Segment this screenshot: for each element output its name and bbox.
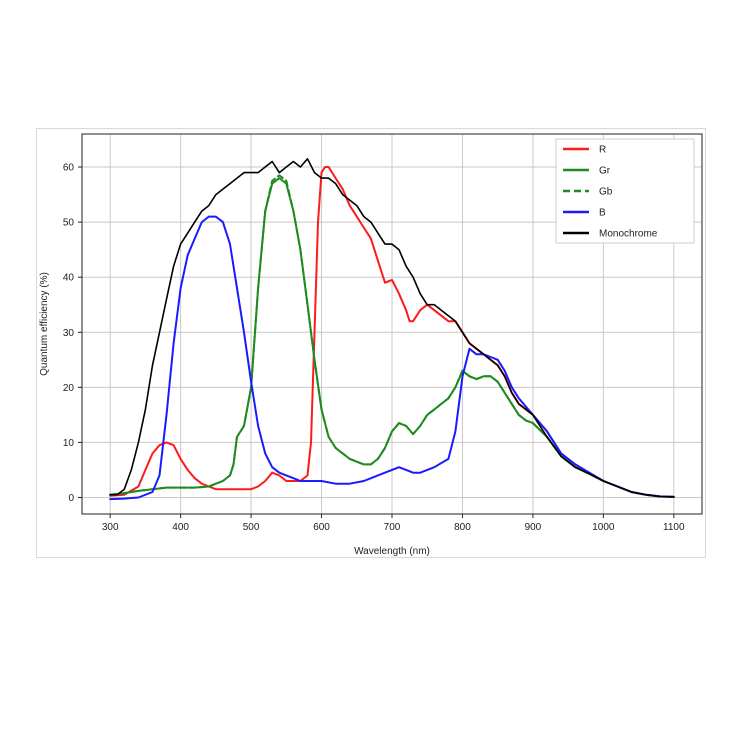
- y-tick-label: 0: [68, 493, 74, 504]
- x-tick-label: 500: [243, 522, 260, 533]
- series-lines: [109, 158, 675, 501]
- series-line-gb: [109, 174, 675, 498]
- series-line-monochrome: [109, 158, 675, 498]
- y-tick-label: 40: [63, 273, 75, 284]
- legend-label-r: R: [599, 145, 606, 156]
- x-tick-label: 1000: [592, 522, 615, 533]
- legend-label-gb: Gb: [599, 187, 613, 198]
- legend-label-gr: Gr: [599, 166, 611, 177]
- y-tick-label: 30: [63, 328, 75, 339]
- x-tick-label: 400: [172, 522, 189, 533]
- x-axis-label: Wavelength (nm): [354, 546, 430, 557]
- legend-box: [555, 138, 695, 244]
- x-tick-label: 800: [454, 522, 471, 533]
- y-tick-label: 50: [63, 218, 75, 229]
- x-tick-label: 900: [525, 522, 542, 533]
- y-tick-label: 10: [63, 438, 75, 449]
- x-tick-label: 600: [313, 522, 330, 533]
- y-tick-label: 60: [63, 163, 75, 174]
- chart-figure: 300 400 500 600 700 800 900 1000 1100 0 10 20 30 40 50…: [36, 128, 706, 558]
- qe-chart: 300 400 500 600 700 800 900 1000 1100 0 10 20 30 40 50…: [39, 133, 703, 557]
- y-axis-label: Quantum efficiency (%): [39, 272, 50, 376]
- legend-label-monochrome: Monochrome: [599, 229, 658, 240]
- legend-label-b: B: [599, 208, 606, 219]
- x-tick-label: 300: [102, 522, 119, 533]
- grid-lines: [82, 134, 702, 514]
- axis-ticks: 300 400 500 600 700 800 900 1000 1100 0 10 20 30 40 50…: [63, 163, 685, 533]
- x-tick-label: 1100: [663, 522, 685, 533]
- y-tick-label: 20: [63, 383, 75, 394]
- x-tick-label: 700: [384, 522, 401, 533]
- legend: R Gr Gb B Monochrome: [555, 138, 695, 244]
